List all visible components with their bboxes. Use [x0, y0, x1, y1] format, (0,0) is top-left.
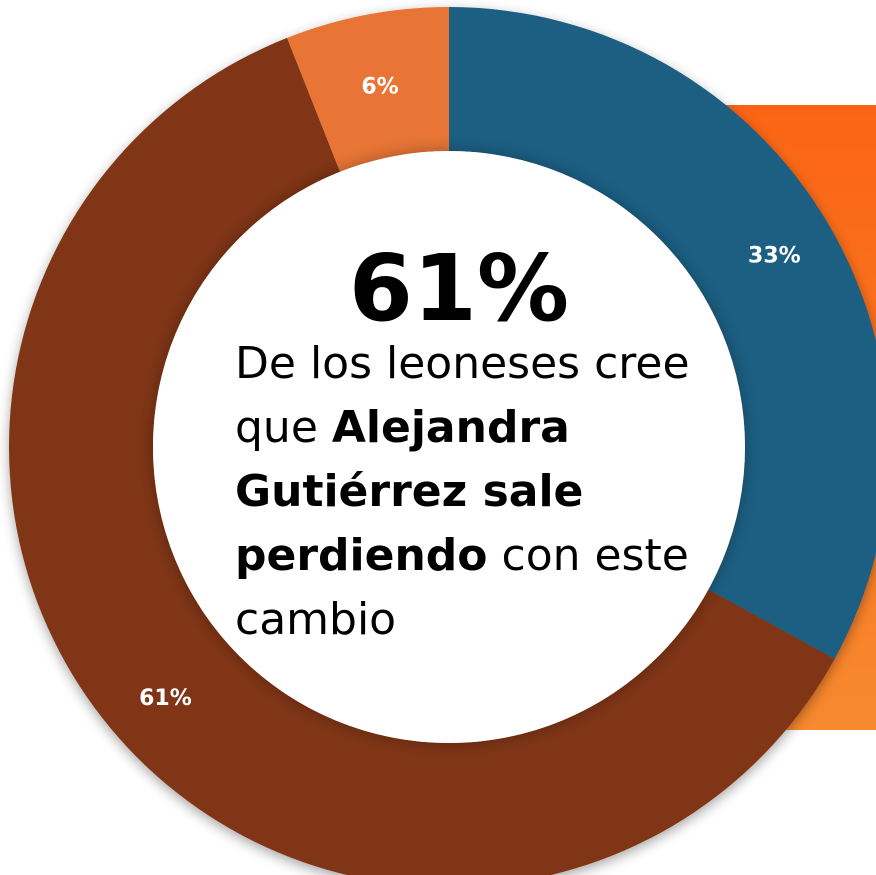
- value-label: 6%: [361, 75, 398, 100]
- labels: 33% 61% 6%: [139, 75, 801, 711]
- donut-segment: [9, 37, 835, 875]
- center-text-line: perdiendo con este: [235, 530, 689, 581]
- text-run: con este: [488, 530, 689, 581]
- center-text-line: De los leoneses cree: [235, 338, 690, 389]
- donut-hole: [153, 151, 745, 743]
- text-run: Alejandra: [332, 402, 570, 453]
- donut-segment: [449, 7, 876, 659]
- center-text: De los leoneses cree que Alejandra Gutiérr…: [235, 338, 690, 645]
- donut-segment: [287, 6, 449, 172]
- value-label: 61%: [139, 686, 192, 711]
- center-value: 61%: [349, 235, 569, 342]
- donut: [9, 6, 876, 875]
- value-label: 33%: [748, 244, 801, 269]
- text-run: que: [235, 402, 332, 453]
- center-text-line: Gutiérrez sale: [235, 466, 583, 517]
- text-run: De los leoneses cree: [235, 338, 690, 389]
- text-run: Gutiérrez sale: [235, 466, 583, 517]
- center-text-line: cambio: [235, 594, 396, 645]
- text-run: cambio: [235, 594, 396, 645]
- text-run: perdiendo: [235, 530, 488, 581]
- center-text-line: que Alejandra: [235, 402, 570, 453]
